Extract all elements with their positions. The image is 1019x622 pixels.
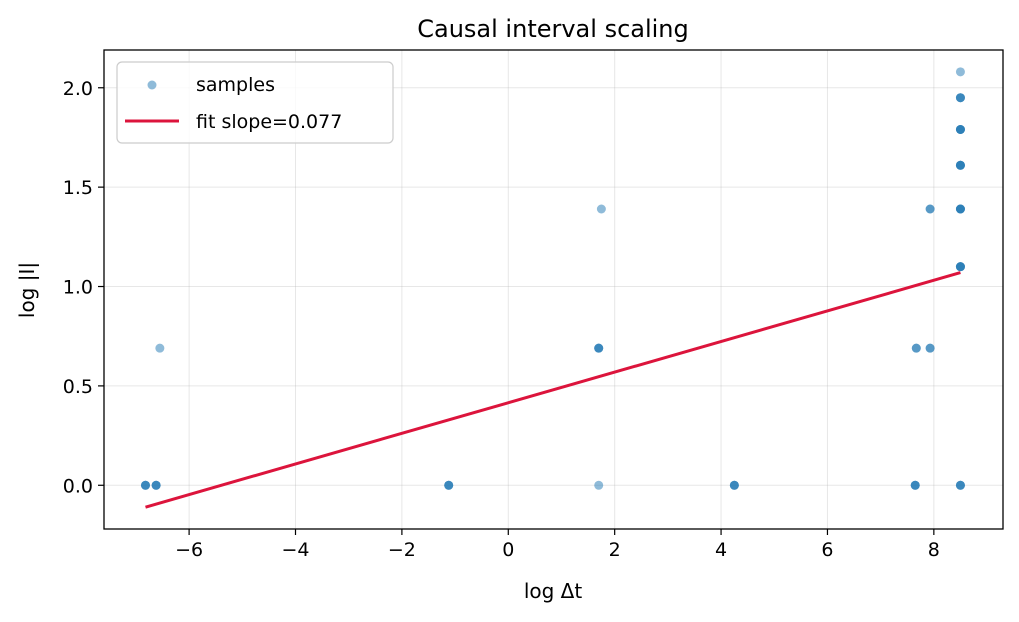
x-tick-label: −2 — [388, 539, 416, 561]
y-tick-label: 0.5 — [63, 376, 93, 398]
y-tick-label: 2.0 — [63, 78, 93, 100]
x-tick-label: 4 — [715, 539, 727, 561]
scatter-point — [155, 343, 165, 353]
legend-marker-samples — [147, 80, 157, 90]
y-tick-label: 1.5 — [63, 177, 93, 199]
tick-layer: −6 −4 −2 0 2 4 6 8 0.0 0.5 1.0 1.5 2.0 — [63, 78, 940, 561]
y-tick-label: 1.0 — [63, 277, 93, 299]
plot-frame — [103, 49, 1004, 530]
y-tick-label: 0.0 — [63, 475, 93, 497]
scatter-point — [729, 480, 739, 490]
scatter-point — [594, 480, 604, 490]
scatter-point — [911, 343, 921, 353]
scatter-point — [151, 480, 161, 490]
scatter-point — [925, 343, 935, 353]
x-tick-label: −4 — [281, 539, 309, 561]
scatter-point — [955, 480, 965, 490]
chart-title: Causal interval scaling — [417, 15, 689, 43]
x-tick-label: −6 — [175, 539, 203, 561]
legend-label-fit: fit slope=0.077 — [196, 111, 342, 133]
data-layer — [140, 67, 965, 509]
scatter-point — [955, 67, 965, 77]
scatter-point — [925, 204, 935, 214]
legend-label-samples: samples — [196, 74, 275, 96]
x-tick-label: 8 — [928, 539, 940, 561]
scatter-point — [955, 160, 965, 170]
scatter-point — [955, 93, 965, 103]
scatter-point — [955, 125, 965, 135]
scatter-point — [594, 343, 604, 353]
scatter-point — [140, 480, 150, 490]
grid-layer — [104, 50, 1003, 529]
legend-box — [116, 61, 394, 144]
y-axis-label: log |I| — [15, 262, 39, 318]
scatter-point — [444, 480, 454, 490]
x-tick-label: 0 — [502, 539, 514, 561]
scatter-point — [955, 204, 965, 214]
x-axis-label: log Δt — [524, 579, 583, 603]
x-tick-label: 6 — [821, 539, 833, 561]
scatter-point — [910, 480, 920, 490]
scatter-point — [596, 204, 606, 214]
scatter-point — [955, 262, 965, 272]
fit-line — [145, 271, 961, 509]
x-tick-label: 2 — [609, 539, 621, 561]
legend: samples fit slope=0.077 — [116, 61, 394, 144]
